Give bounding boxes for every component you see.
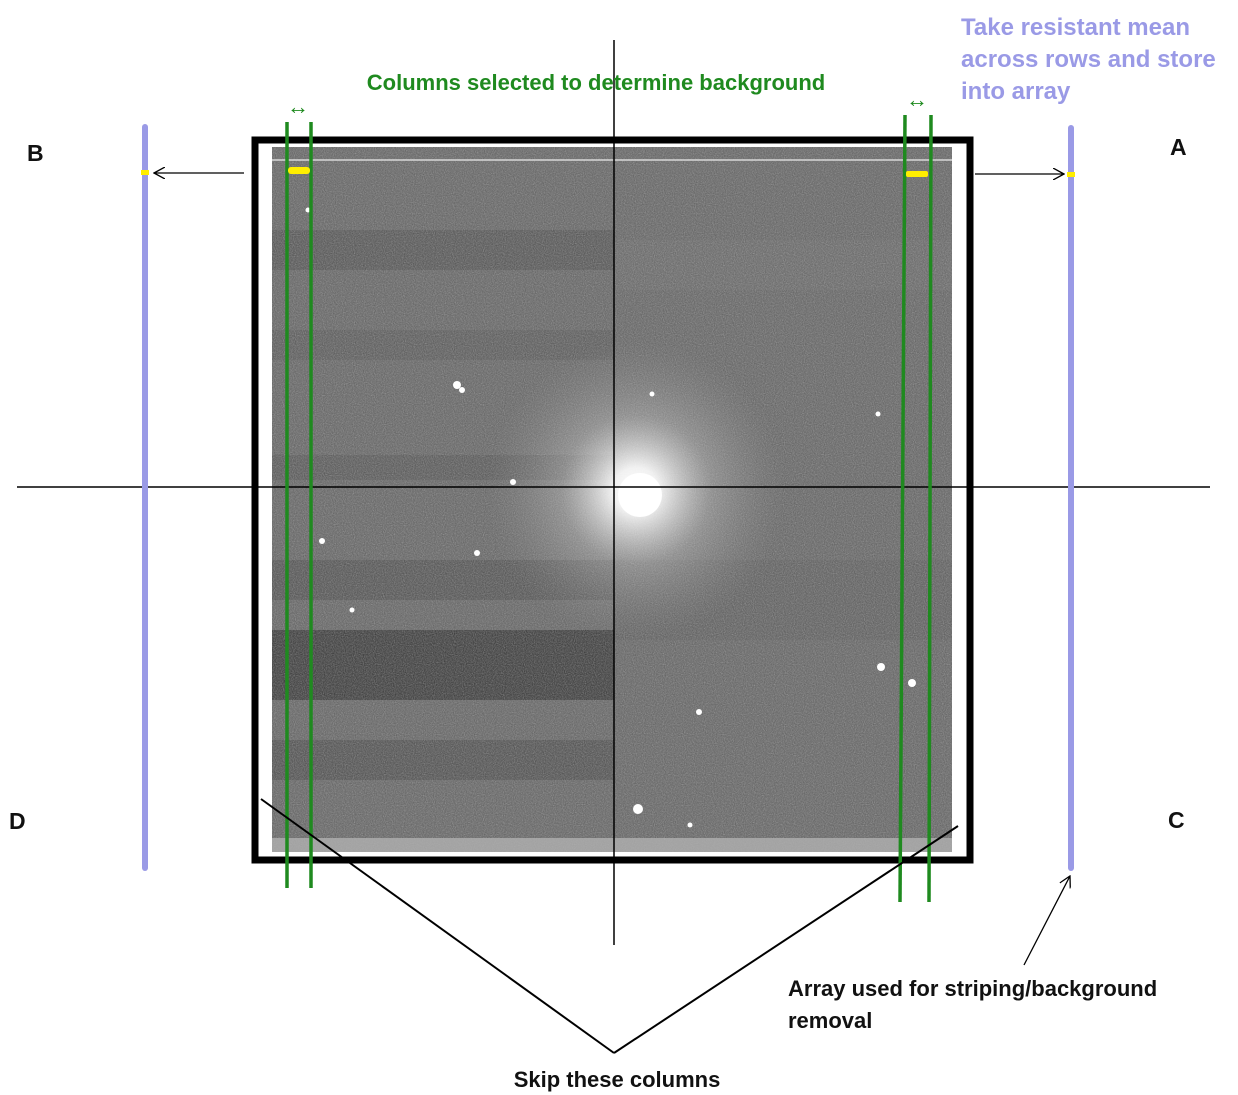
selected-columns-right bbox=[898, 114, 933, 903]
array-bar-right bbox=[1067, 125, 1075, 871]
columns-selected-label: Columns selected to determine background bbox=[367, 70, 825, 95]
column-width-arrow-left: ↔ bbox=[287, 94, 309, 119]
corner-label-a: A bbox=[1170, 134, 1187, 160]
row-marker-right bbox=[906, 171, 928, 177]
row-marker-left bbox=[288, 167, 310, 174]
image-frame bbox=[251, 136, 974, 864]
selected-columns-left bbox=[285, 122, 313, 888]
corner-label-b: B bbox=[27, 140, 44, 166]
array-used-label-line2: removal bbox=[788, 1008, 872, 1033]
take-mean-label-line2: across rows and store bbox=[961, 46, 1216, 73]
array-bar-left bbox=[141, 124, 149, 871]
column-width-arrow-right: ↔ bbox=[906, 87, 928, 112]
detector-image bbox=[272, 147, 952, 852]
corner-label-d: D bbox=[9, 808, 26, 834]
skip-columns-pointer bbox=[260, 798, 959, 1054]
corner-label-c: C bbox=[1168, 807, 1185, 833]
take-mean-label-line3: into array bbox=[961, 78, 1071, 105]
array-used-label-line1: Array used for striping/background bbox=[788, 976, 1157, 1001]
arrow-to-array-bottom bbox=[1023, 876, 1070, 966]
take-mean-label-line1: Take resistant mean bbox=[961, 14, 1190, 41]
skip-columns-label: Skip these columns bbox=[514, 1067, 721, 1092]
